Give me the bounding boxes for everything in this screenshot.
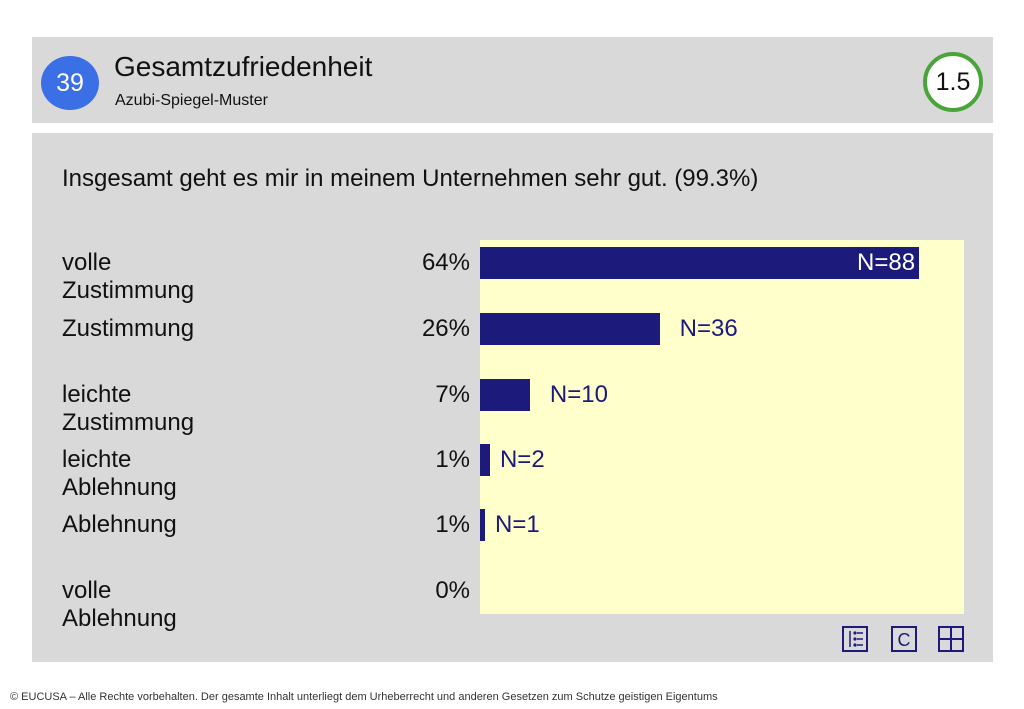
category-label: leichte Ablehnung: [62, 446, 177, 501]
bar: [480, 509, 485, 541]
value-label: N=10: [549, 381, 608, 408]
copyright-footer: © EUCUSA – Alle Rechte vorbehalten. Der …: [10, 691, 718, 703]
grid-icon[interactable]: [938, 626, 964, 652]
value-label: N=2: [499, 446, 545, 473]
value-label: N=88: [857, 249, 916, 276]
page-title: Gesamtzufriedenheit: [114, 51, 373, 82]
bar: [480, 313, 660, 345]
value-label: N=36: [679, 315, 738, 342]
header: 39 Gesamtzufriedenheit Azubi-Spiegel-Mus…: [32, 37, 993, 123]
percentage-label: 0%: [435, 577, 470, 604]
category-label: Zustimmung: [62, 315, 195, 342]
section-badge: 1.5: [923, 52, 983, 112]
chart-title: Insgesamt geht es mir in meinem Unterneh…: [62, 165, 759, 192]
page-subtitle: Azubi-Spiegel-Muster: [115, 92, 268, 109]
percentage-label: 26%: [421, 315, 470, 342]
bar: [480, 247, 920, 279]
category-label: Ablehnung: [62, 511, 177, 538]
category-label: volle Ablehnung: [62, 577, 177, 632]
list-icon[interactable]: [842, 626, 868, 652]
chart-panel: Insgesamt geht es mir in meinem Unterneh…: [32, 133, 993, 662]
value-label: N=1: [495, 511, 540, 538]
percentage-label: 64%: [421, 249, 470, 276]
percentage-label: 1%: [435, 511, 470, 538]
page-number-badge: 39: [41, 56, 99, 110]
category-label: leichte Zustimmung: [62, 381, 195, 436]
percentage-label: 7%: [435, 381, 470, 408]
c-icon[interactable]: C: [891, 626, 917, 652]
bar: [480, 444, 490, 476]
plot-area: N=88 N=36 N=10 N=2 N=1: [480, 240, 964, 614]
category-label: volle Zustimmung: [62, 249, 195, 304]
bar: [480, 379, 530, 411]
c-icon-label: C: [898, 630, 911, 650]
percentage-label: 1%: [435, 446, 470, 473]
